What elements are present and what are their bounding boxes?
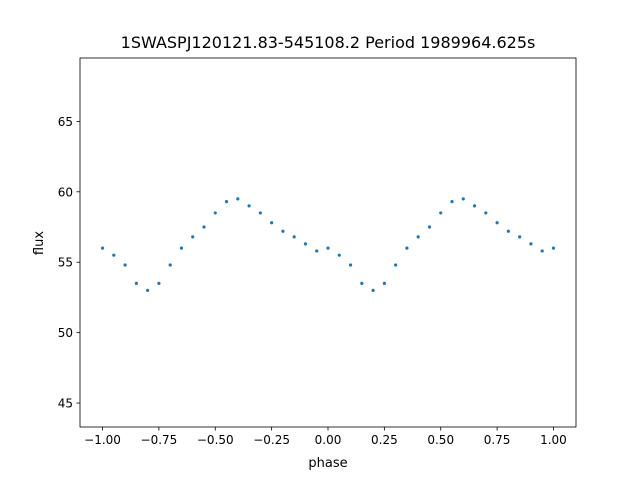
data-point (281, 229, 285, 233)
x-tick-label: 0.25 (371, 433, 398, 447)
y-tick-label: 55 (58, 256, 73, 270)
data-point (495, 221, 499, 225)
data-point (168, 263, 172, 267)
y-tick-label: 45 (58, 397, 73, 411)
data-point (450, 200, 454, 204)
data-point (326, 246, 330, 250)
y-tick-label: 65 (58, 115, 73, 129)
x-tick-label: −0.75 (141, 433, 178, 447)
y-axis-label: flux (32, 231, 47, 255)
data-point (146, 288, 150, 292)
data-point (236, 197, 240, 201)
data-point (191, 235, 195, 239)
data-point (484, 211, 488, 215)
data-point (439, 211, 443, 215)
chart-title: 1SWASPJ120121.83-545108.2 Period 1989964… (121, 33, 536, 52)
data-point (112, 253, 116, 257)
data-point (292, 235, 296, 239)
axes: −1.00 −0.75 −0.50 −0.25 0.00 0.25 0.50 0.75 1.00… (58, 57, 577, 447)
x-tick-label: 0.00 (315, 433, 342, 447)
data-point (213, 211, 217, 215)
data-point (224, 200, 229, 204)
data-point (179, 246, 184, 250)
data-point (258, 211, 262, 215)
data-point (247, 204, 251, 208)
data-point (461, 197, 465, 201)
data-point (134, 281, 138, 285)
y-tick-label: 50 (58, 326, 73, 340)
data-point (427, 225, 432, 229)
data-point (157, 281, 161, 285)
x-tick-label: −0.50 (197, 433, 234, 447)
data-point (529, 242, 533, 246)
y-tick-label: 60 (58, 185, 73, 199)
data-point (100, 246, 105, 250)
data-point (416, 235, 420, 239)
data-point (371, 288, 375, 292)
data-point (360, 281, 364, 285)
data-point (382, 281, 386, 285)
data-point (506, 229, 510, 233)
data-point (551, 246, 556, 250)
data-point (123, 263, 127, 267)
x-tick-label: 0.50 (427, 433, 454, 447)
data-point (405, 246, 409, 250)
data-point (518, 235, 522, 239)
data-point (540, 249, 544, 253)
x-tick-label: 0.75 (484, 433, 511, 447)
data-point (303, 242, 308, 246)
data-point (202, 225, 206, 229)
data-points (100, 197, 556, 292)
x-tick-label: 1.00 (540, 433, 567, 447)
x-tick-label: −1.00 (84, 433, 121, 447)
x-tick-label: −0.25 (253, 433, 290, 447)
data-point (315, 249, 319, 253)
data-point (394, 263, 398, 267)
data-point (348, 263, 353, 267)
x-axis-label: phase (308, 456, 347, 471)
data-point (270, 221, 274, 225)
data-point (337, 253, 341, 257)
data-point (472, 204, 477, 208)
